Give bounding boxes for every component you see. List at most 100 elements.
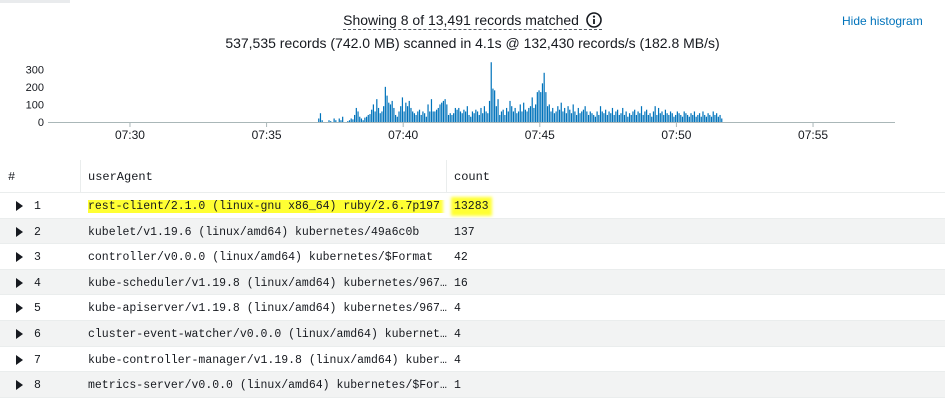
histogram-bar[interactable] bbox=[422, 111, 424, 122]
histogram-bar[interactable] bbox=[516, 113, 518, 122]
histogram-bar[interactable] bbox=[463, 109, 465, 122]
histogram-bar[interactable] bbox=[406, 106, 409, 122]
histogram-bar[interactable] bbox=[719, 114, 721, 122]
histogram-bar[interactable] bbox=[560, 102, 562, 122]
histogram-bar[interactable] bbox=[545, 92, 547, 122]
histogram-bar[interactable] bbox=[383, 106, 385, 122]
histogram-bar[interactable] bbox=[673, 116, 675, 122]
hide-histogram-link[interactable]: Hide histogram bbox=[842, 14, 923, 28]
histogram-bar[interactable] bbox=[669, 111, 672, 122]
histogram-bar[interactable] bbox=[374, 111, 376, 122]
histogram-bar[interactable] bbox=[692, 114, 694, 122]
histogram-bar[interactable] bbox=[564, 107, 566, 122]
histogram-bar[interactable] bbox=[721, 118, 723, 122]
histogram-bar[interactable] bbox=[649, 113, 651, 122]
histogram-bar[interactable] bbox=[716, 113, 718, 122]
histogram-bar[interactable] bbox=[476, 111, 479, 122]
histogram-bar[interactable] bbox=[394, 114, 397, 122]
histogram-bar[interactable] bbox=[391, 100, 393, 122]
histogram-bar[interactable] bbox=[483, 106, 486, 122]
table-row[interactable]: 1 rest-client/2.1.0 (linux-gnu x86_64) ru… bbox=[0, 193, 945, 219]
histogram-bar[interactable] bbox=[555, 111, 557, 122]
histogram-bar[interactable] bbox=[657, 107, 660, 122]
histogram-bar[interactable] bbox=[441, 102, 443, 122]
expand-row-icon[interactable] bbox=[16, 303, 23, 314]
histogram-bar[interactable] bbox=[558, 109, 561, 122]
histogram-bar[interactable] bbox=[654, 106, 656, 122]
histogram-bar[interactable] bbox=[611, 107, 614, 122]
histogram-bar[interactable] bbox=[656, 114, 658, 122]
histogram-bar[interactable] bbox=[695, 116, 697, 122]
table-row[interactable]: 4 kube-scheduler/v1.19.8 (linux/amd64) ku… bbox=[0, 269, 945, 296]
histogram-bar[interactable] bbox=[553, 113, 556, 122]
histogram-bar[interactable] bbox=[587, 114, 590, 122]
histogram-bar[interactable] bbox=[333, 118, 335, 122]
histogram-bar[interactable] bbox=[487, 113, 489, 122]
histogram-bar[interactable] bbox=[640, 106, 643, 122]
histogram-bar[interactable] bbox=[388, 102, 390, 122]
histogram-bar[interactable] bbox=[632, 111, 634, 122]
expand-row-icon[interactable] bbox=[16, 328, 23, 339]
histogram-bar[interactable] bbox=[550, 111, 552, 122]
histogram-bar[interactable] bbox=[646, 109, 648, 122]
histogram-bar[interactable] bbox=[352, 119, 354, 122]
histogram-bar[interactable] bbox=[461, 113, 463, 122]
histogram-bar[interactable] bbox=[459, 111, 462, 122]
histogram-bar[interactable] bbox=[576, 114, 578, 122]
histogram-bar[interactable] bbox=[543, 72, 545, 122]
histogram-bar[interactable] bbox=[442, 100, 445, 122]
histogram-bar[interactable] bbox=[661, 111, 663, 122]
table-row[interactable]: 6 cluster-event-watcher/v0.0.0 (linux/amd… bbox=[0, 320, 945, 347]
table-row[interactable]: 5 kube-apiserver/v1.19.8 (linux/amd64) ku… bbox=[0, 295, 945, 321]
histogram-bar[interactable] bbox=[634, 109, 636, 122]
histogram-bar[interactable] bbox=[704, 114, 706, 122]
histogram-bar[interactable] bbox=[528, 107, 530, 122]
histogram-bar[interactable] bbox=[408, 100, 410, 122]
histogram-bar[interactable] bbox=[675, 114, 677, 122]
expand-row-icon[interactable] bbox=[16, 226, 23, 237]
histogram-bar[interactable] bbox=[377, 107, 380, 122]
histogram-bar[interactable] bbox=[613, 114, 615, 122]
histogram-bar[interactable] bbox=[318, 118, 320, 122]
histogram-bar[interactable] bbox=[552, 107, 554, 122]
histogram-bar[interactable] bbox=[710, 116, 713, 122]
histogram-bar[interactable] bbox=[495, 106, 497, 122]
histogram-bar[interactable] bbox=[499, 114, 501, 122]
histogram-bar[interactable] bbox=[424, 113, 426, 122]
histogram-bar[interactable] bbox=[663, 114, 665, 122]
histogram-bar[interactable] bbox=[456, 109, 458, 122]
histogram-bar[interactable] bbox=[458, 107, 460, 122]
histogram-bar[interactable] bbox=[354, 114, 356, 122]
histogram-bar[interactable] bbox=[355, 107, 357, 122]
histogram-bar[interactable] bbox=[417, 111, 419, 122]
histogram-bar[interactable] bbox=[350, 118, 352, 122]
histogram-bar[interactable] bbox=[598, 114, 600, 122]
histogram-bar[interactable] bbox=[606, 114, 608, 122]
histogram-bar[interactable] bbox=[562, 111, 564, 122]
histogram-bar[interactable] bbox=[362, 120, 364, 122]
histogram-bar[interactable] bbox=[637, 111, 639, 122]
histogram-bar[interactable] bbox=[413, 113, 415, 122]
histogram-bar[interactable] bbox=[572, 104, 574, 122]
histogram-bar[interactable] bbox=[647, 114, 649, 122]
histogram-bar[interactable] bbox=[439, 104, 441, 122]
expand-row-icon[interactable] bbox=[16, 380, 23, 391]
histogram-bar[interactable] bbox=[492, 88, 494, 122]
histogram-bar[interactable] bbox=[405, 102, 407, 122]
histogram-bar[interactable] bbox=[548, 104, 550, 122]
histogram-bar[interactable] bbox=[434, 111, 436, 122]
histogram-bar[interactable] bbox=[494, 90, 496, 122]
expand-row-icon[interactable] bbox=[16, 354, 23, 365]
histogram-bar[interactable] bbox=[427, 104, 429, 122]
histogram-bar[interactable] bbox=[618, 114, 620, 122]
histogram-bar[interactable] bbox=[581, 111, 583, 122]
histogram-bar[interactable] bbox=[644, 111, 646, 122]
histogram-bar[interactable] bbox=[666, 113, 668, 122]
table-row[interactable]: 3 controller/v0.0.0 (linux/amd64) kuberne… bbox=[0, 244, 945, 270]
histogram-bar[interactable] bbox=[340, 120, 342, 122]
histogram-bar[interactable] bbox=[393, 107, 395, 122]
histogram-bar[interactable] bbox=[569, 109, 571, 122]
histogram-bar[interactable] bbox=[589, 111, 591, 122]
histogram-bar[interactable] bbox=[432, 111, 434, 122]
histogram-bar[interactable] bbox=[567, 106, 569, 122]
